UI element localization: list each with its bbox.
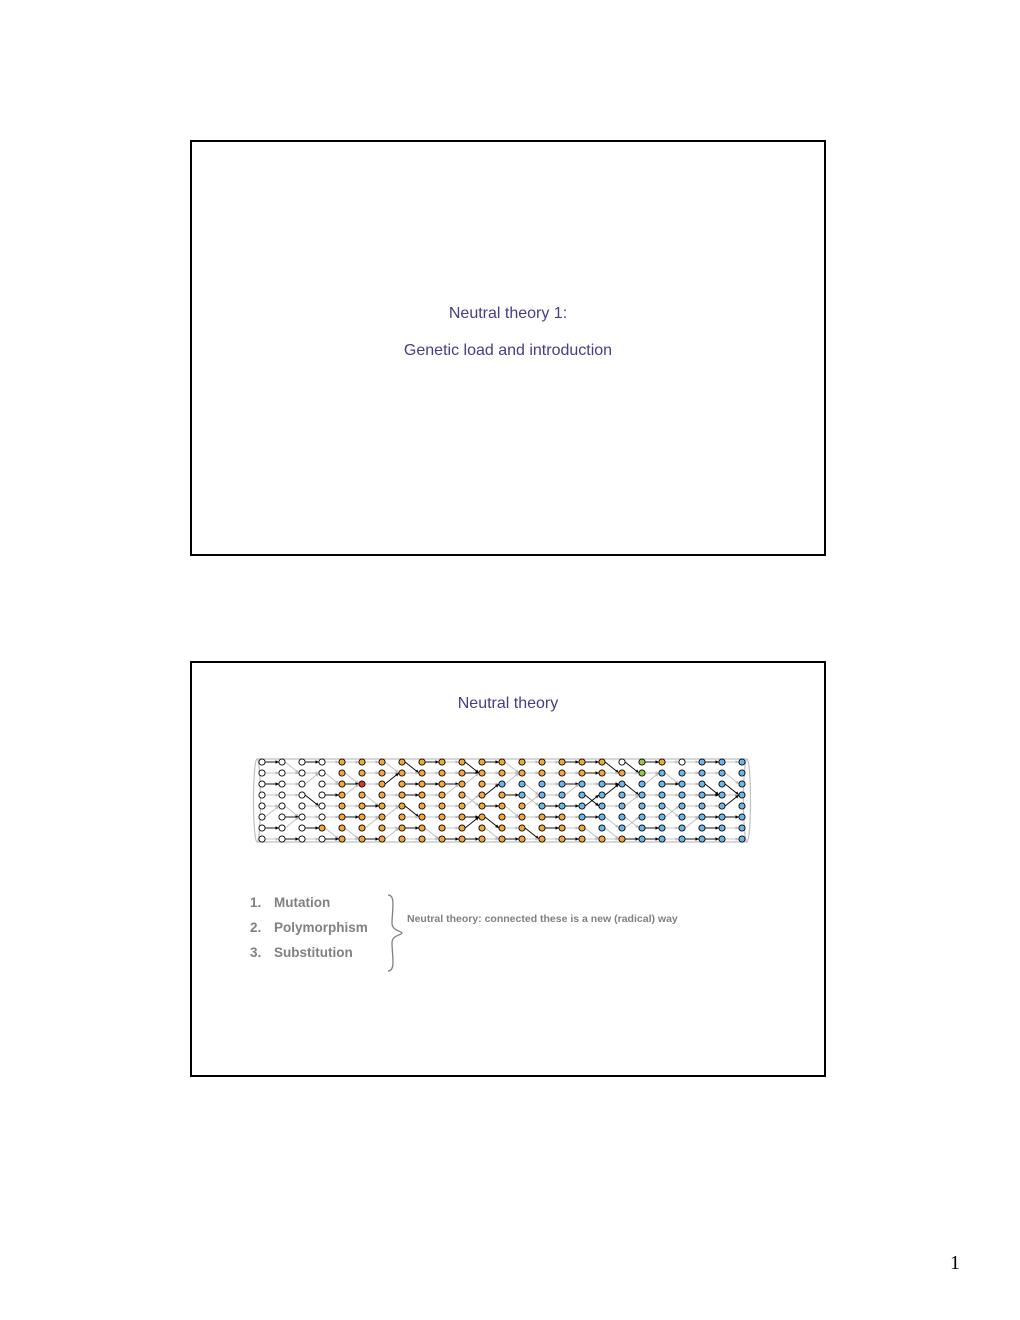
list-label: Mutation: [274, 895, 330, 910]
diagram-svg: [252, 757, 762, 847]
brace-note: Neutral theory: connected these is a new…: [407, 913, 678, 925]
list-number: 3.: [250, 945, 274, 960]
slide2-title: Neutral theory: [192, 695, 824, 713]
slide-1: Neutral theory 1: Genetic load and intro…: [190, 140, 826, 556]
list-number: 1.: [250, 895, 274, 910]
list-item: 3. Substitution: [250, 945, 770, 960]
page: Neutral theory 1: Genetic load and intro…: [0, 0, 1020, 1320]
slide1-title: Neutral theory 1:: [192, 305, 824, 323]
slide-2: Neutral theory 1. Mutation 2. Polymorphi…: [190, 661, 826, 1077]
list-item: 1. Mutation: [250, 895, 770, 910]
list-number: 2.: [250, 920, 274, 935]
genealogy-diagram: [252, 757, 762, 847]
list-label: Substitution: [274, 945, 353, 960]
brace-icon: [384, 893, 406, 973]
slide1-subtitle: Genetic load and introduction: [192, 342, 824, 360]
page-number: 1: [950, 1252, 960, 1275]
list-label: Polymorphism: [274, 920, 368, 935]
concept-list: 1. Mutation 2. Polymorphism 3. Substitut…: [250, 895, 770, 970]
